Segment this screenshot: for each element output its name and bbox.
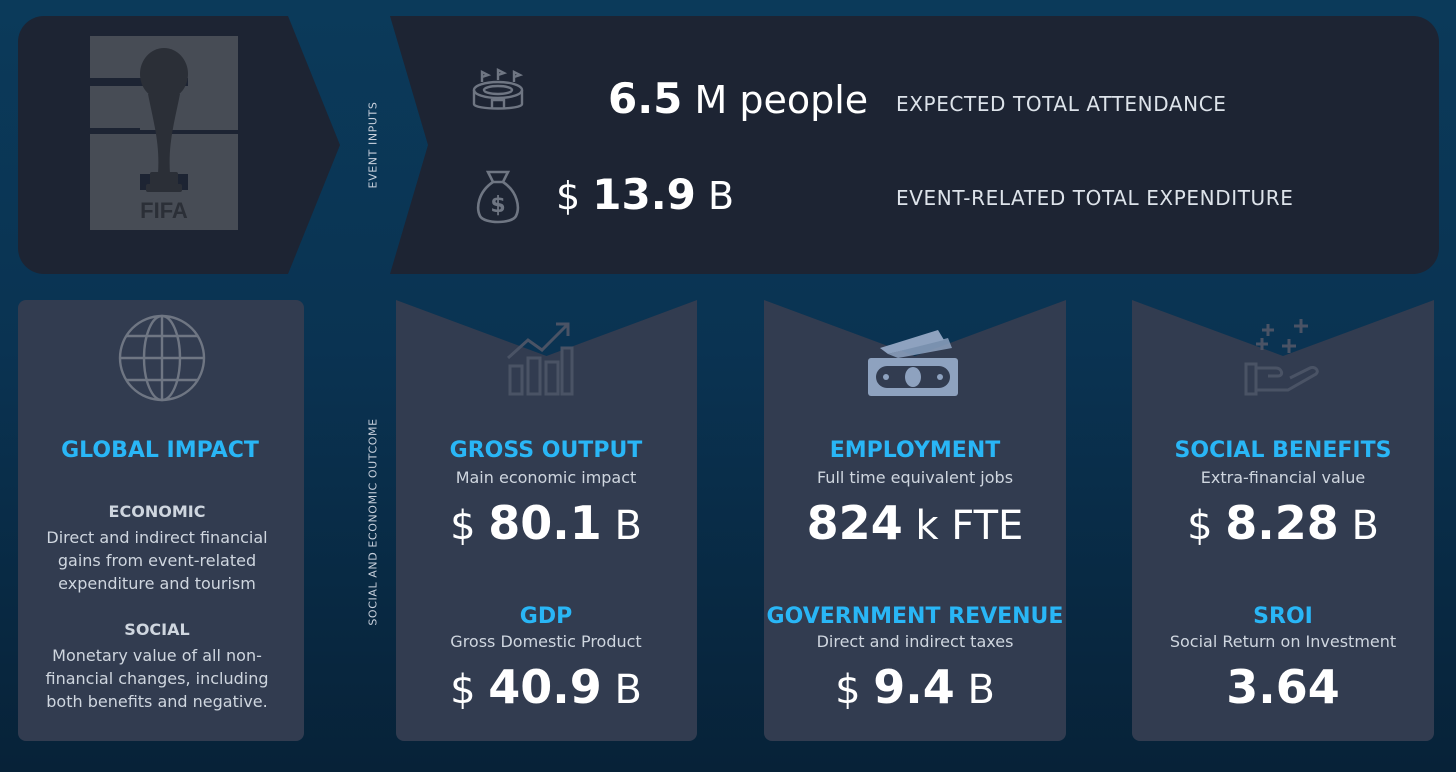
hand-plus-icon xyxy=(1244,319,1319,396)
outcome-section-label: SOCIAL AND ECONOMIC OUTCOME xyxy=(366,418,380,626)
attendance-label: EXPECTED TOTAL ATTENDANCE xyxy=(896,92,1227,116)
government-revenue-subtitle: Direct and indirect taxes xyxy=(816,632,1014,651)
attendance-number: 6.5 xyxy=(608,74,683,123)
attendance-value: 6.5 M people xyxy=(608,74,868,123)
fifa-wordmark: FIFA xyxy=(140,198,188,223)
event-inputs-panel xyxy=(390,16,1439,274)
gdp-subtitle: Gross Domestic Product xyxy=(450,632,642,651)
attendance-unit: M people xyxy=(694,78,869,122)
sroi-title: SROI xyxy=(1253,604,1313,629)
event-inputs-label: EVENT INPUTS xyxy=(366,101,380,189)
employment-title: EMPLOYMENT xyxy=(829,438,1001,463)
government-revenue-unit: B xyxy=(967,667,995,713)
expenditure-value: $ 13.9 B xyxy=(556,170,734,219)
gross-output-title: GROSS OUTPUT xyxy=(449,438,643,463)
expenditure-prefix: $ xyxy=(556,174,581,218)
money-bag-icon: $ xyxy=(476,170,520,224)
global-impact-title: GLOBAL IMPACT xyxy=(61,438,259,463)
economic-text: Direct and indirect financial gains from… xyxy=(46,528,268,593)
sroi-number: 3.64 xyxy=(1226,660,1340,714)
government-revenue-prefix: $ xyxy=(835,667,861,713)
expenditure-number: 13.9 xyxy=(592,170,696,219)
sroi-value: 3.64 xyxy=(1226,660,1340,714)
stadium-icon xyxy=(472,68,524,110)
gross-output-prefix: $ xyxy=(450,503,476,549)
world-cup-26-logo: FIFA xyxy=(90,36,238,230)
expenditure-label: EVENT-RELATED TOTAL EXPENDITURE xyxy=(896,186,1294,210)
employment-value: 824 k FTE xyxy=(807,496,1024,550)
sroi-subtitle: Social Return on Investment xyxy=(1169,632,1397,651)
government-revenue-number: 9.4 xyxy=(873,660,955,714)
gdp-unit: B xyxy=(614,667,642,713)
social-benefits-number: 8.28 xyxy=(1225,496,1339,550)
globe-icon xyxy=(118,314,206,402)
social-heading: SOCIAL xyxy=(124,620,190,639)
employment-subtitle: Full time equivalent jobs xyxy=(816,468,1014,487)
social-benefits-prefix: $ xyxy=(1187,503,1213,549)
government-revenue-value: $ 9.4 B xyxy=(835,660,995,714)
social-benefits-value: $ 8.28 B xyxy=(1187,496,1379,550)
government-revenue-title: GOVERNMENT REVENUE xyxy=(766,604,1064,629)
social-text: Monetary value of all non-financial chan… xyxy=(45,646,269,711)
growth-chart-icon xyxy=(506,322,574,396)
gdp-title: GDP xyxy=(519,604,573,629)
gdp-number: 40.9 xyxy=(488,660,602,714)
gross-output-subtitle: Main economic impact xyxy=(455,468,637,487)
social-benefits-unit: B xyxy=(1351,503,1379,549)
social-benefits-subtitle: Extra-financial value xyxy=(1200,468,1366,487)
social-benefits-title: SOCIAL BENEFITS xyxy=(1174,438,1392,463)
economic-heading: ECONOMIC xyxy=(108,502,206,521)
cash-stack-icon xyxy=(868,330,958,396)
svg-text:$: $ xyxy=(490,193,505,218)
employment-number: 824 xyxy=(806,496,903,550)
gross-output-number: 80.1 xyxy=(488,496,602,550)
gdp-value: $ 40.9 B xyxy=(450,660,642,714)
gross-output-value: $ 80.1 B xyxy=(450,496,642,550)
gross-output-unit: B xyxy=(614,503,642,549)
employment-unit: k FTE xyxy=(915,503,1024,549)
gdp-prefix: $ xyxy=(450,667,476,713)
expenditure-unit: B xyxy=(708,174,735,218)
